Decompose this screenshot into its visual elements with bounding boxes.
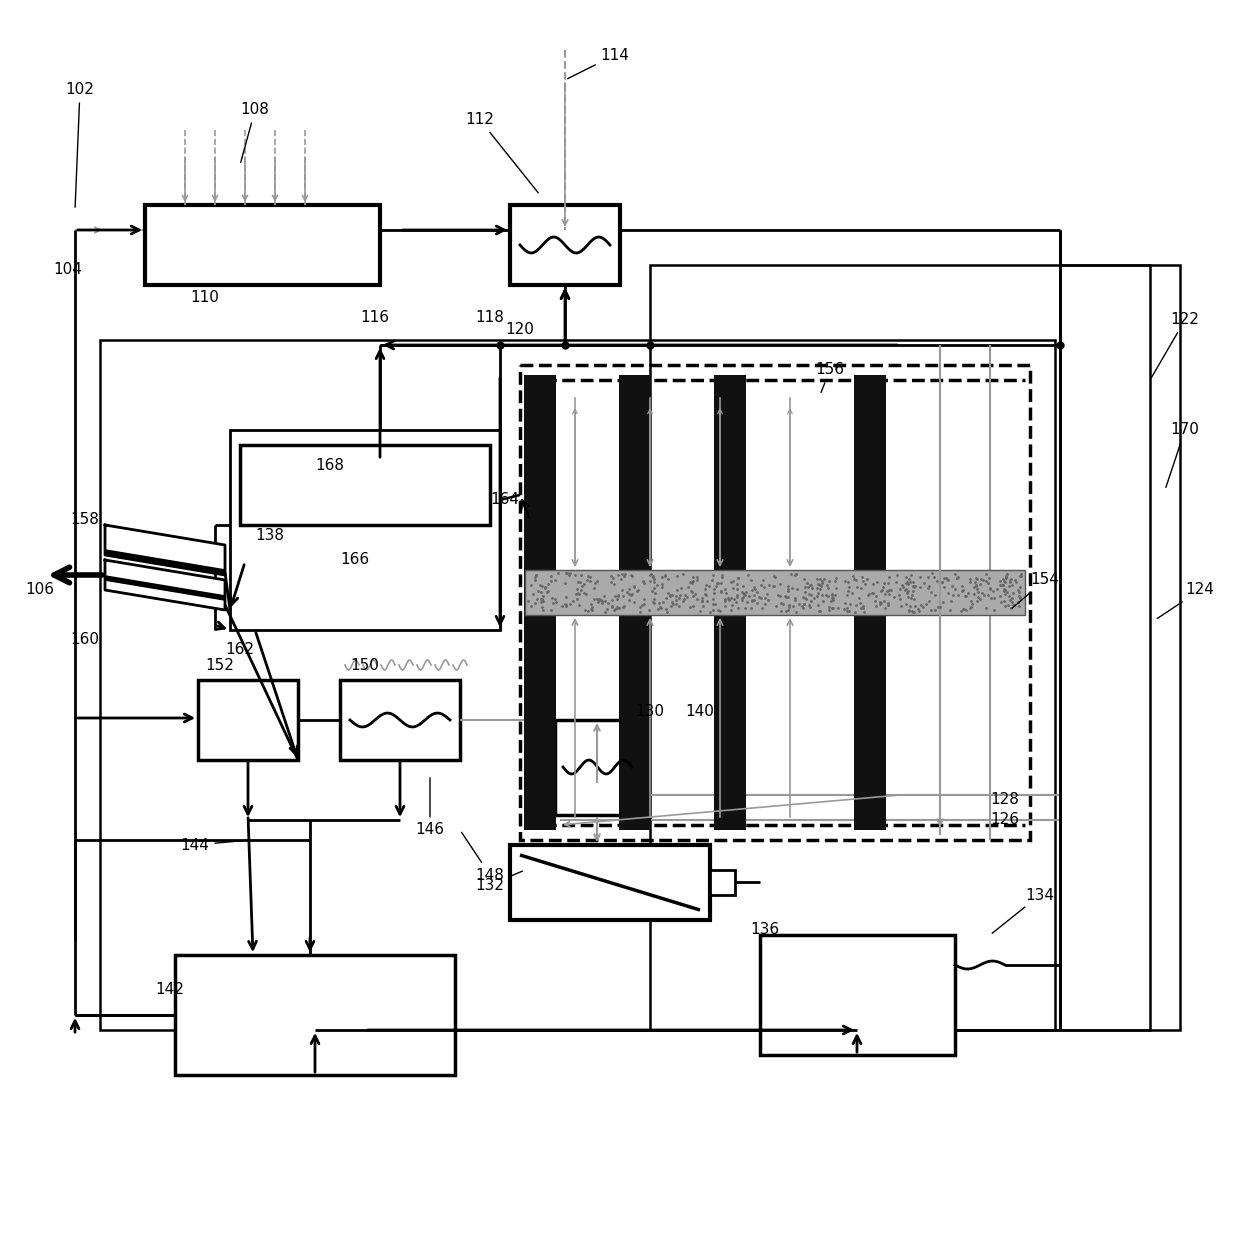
Text: 106: 106 <box>26 582 55 598</box>
Text: 134: 134 <box>992 888 1054 933</box>
Text: 118: 118 <box>476 311 505 326</box>
Text: 142: 142 <box>155 983 185 997</box>
Bar <box>854 375 887 830</box>
Text: 112: 112 <box>465 112 538 192</box>
Text: 140: 140 <box>686 704 714 720</box>
Bar <box>100 340 1055 1030</box>
Text: 110: 110 <box>191 291 219 306</box>
Bar <box>525 375 556 830</box>
Bar <box>525 570 1025 615</box>
Text: 144: 144 <box>181 837 247 852</box>
Text: 132: 132 <box>475 870 522 893</box>
Bar <box>145 205 379 285</box>
Bar <box>1060 265 1180 1030</box>
Text: 150: 150 <box>351 657 379 672</box>
Text: 158: 158 <box>71 513 99 528</box>
Text: 168: 168 <box>315 457 345 472</box>
Text: 114: 114 <box>568 48 630 79</box>
Bar <box>760 935 955 1055</box>
Text: 152: 152 <box>206 657 234 672</box>
Text: 154: 154 <box>1012 572 1059 608</box>
Text: 108: 108 <box>241 102 269 163</box>
Bar <box>619 375 651 830</box>
Text: 104: 104 <box>53 263 82 277</box>
Text: 170: 170 <box>1166 423 1199 487</box>
Bar <box>556 720 640 815</box>
Text: 164: 164 <box>491 492 527 509</box>
Text: 166: 166 <box>341 552 370 567</box>
Polygon shape <box>105 560 224 610</box>
Text: 120: 120 <box>506 323 534 338</box>
Text: 138: 138 <box>255 528 284 543</box>
Bar <box>510 205 620 285</box>
Text: 156: 156 <box>816 363 844 392</box>
Text: 124: 124 <box>1157 582 1214 619</box>
Bar <box>229 430 500 630</box>
Bar <box>520 365 1030 840</box>
Bar <box>650 265 1149 1030</box>
Bar <box>711 870 735 895</box>
Text: 162: 162 <box>226 642 254 657</box>
Text: 146: 146 <box>415 778 444 837</box>
Bar <box>510 845 711 920</box>
Bar <box>175 956 455 1075</box>
Text: 128: 128 <box>991 793 1019 808</box>
Polygon shape <box>105 525 224 575</box>
Text: 136: 136 <box>750 922 780 937</box>
Text: 130: 130 <box>635 704 665 720</box>
Bar <box>340 681 460 760</box>
Bar <box>198 681 298 760</box>
Text: 160: 160 <box>71 633 99 647</box>
Text: 126: 126 <box>991 813 1019 827</box>
Text: 102: 102 <box>66 83 94 207</box>
Text: 116: 116 <box>361 311 389 326</box>
Bar <box>714 375 746 830</box>
Bar <box>241 445 490 525</box>
Text: 122: 122 <box>1152 312 1199 377</box>
Text: 148: 148 <box>461 832 505 883</box>
